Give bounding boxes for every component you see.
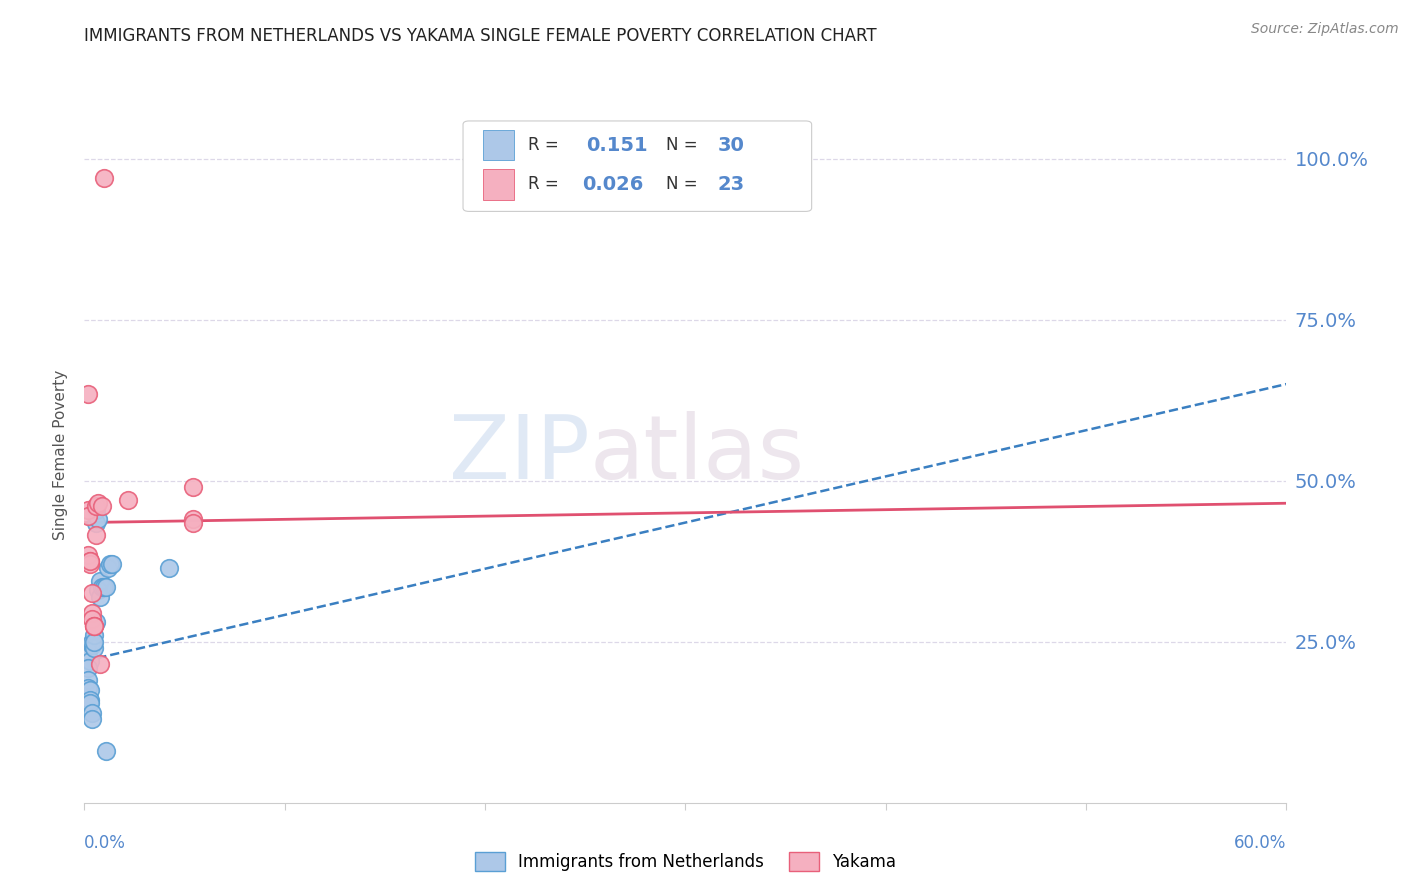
Point <box>82 706 104 720</box>
Point <box>157 560 180 574</box>
Text: R =: R = <box>527 175 564 194</box>
Point <box>86 516 108 530</box>
Point <box>79 692 101 706</box>
Point <box>93 580 115 594</box>
Point <box>181 516 204 530</box>
Point <box>79 554 101 568</box>
Point <box>83 634 105 648</box>
Point <box>77 660 100 674</box>
Text: N =: N = <box>666 175 703 194</box>
Point <box>83 641 105 656</box>
Point <box>101 558 124 572</box>
Text: 60.0%: 60.0% <box>1234 834 1286 852</box>
Point <box>79 558 101 572</box>
Point <box>79 696 101 710</box>
Text: IMMIGRANTS FROM NETHERLANDS VS YAKAMA SINGLE FEMALE POVERTY CORRELATION CHART: IMMIGRANTS FROM NETHERLANDS VS YAKAMA SI… <box>84 27 877 45</box>
Point <box>77 644 100 658</box>
Text: R =: R = <box>527 136 564 154</box>
Point <box>97 560 120 574</box>
Point <box>83 618 105 632</box>
Point <box>86 528 108 542</box>
Point <box>83 618 105 632</box>
Legend: Immigrants from Netherlands, Yakama: Immigrants from Netherlands, Yakama <box>468 846 903 878</box>
Point <box>77 548 100 562</box>
Point <box>77 386 100 401</box>
Text: 0.026: 0.026 <box>582 175 644 194</box>
Point <box>82 612 104 626</box>
Point <box>86 502 108 516</box>
Point <box>96 744 118 758</box>
Point <box>77 502 100 516</box>
Point <box>82 586 104 600</box>
Text: 0.0%: 0.0% <box>84 834 127 852</box>
Point <box>79 654 101 668</box>
Point <box>83 618 105 632</box>
Text: 0.151: 0.151 <box>586 136 647 154</box>
Point <box>89 590 111 604</box>
Point <box>82 638 104 652</box>
Text: Source: ZipAtlas.com: Source: ZipAtlas.com <box>1251 22 1399 37</box>
Text: atlas: atlas <box>589 411 804 499</box>
Point <box>117 493 139 508</box>
Point <box>91 580 114 594</box>
Point <box>87 583 110 598</box>
Point <box>82 606 104 620</box>
FancyBboxPatch shape <box>484 129 513 161</box>
Y-axis label: Single Female Poverty: Single Female Poverty <box>53 370 69 540</box>
Text: 23: 23 <box>718 175 745 194</box>
Point <box>181 480 204 494</box>
Point <box>87 512 110 526</box>
FancyBboxPatch shape <box>484 169 513 200</box>
Point <box>82 634 104 648</box>
Point <box>77 509 100 524</box>
Text: ZIP: ZIP <box>449 411 589 499</box>
Point <box>86 615 108 630</box>
Point <box>77 681 100 695</box>
Point <box>181 512 204 526</box>
Point <box>96 580 118 594</box>
Point <box>83 628 105 642</box>
Text: N =: N = <box>666 136 703 154</box>
Point <box>89 657 111 672</box>
Point <box>86 500 108 514</box>
Point <box>93 170 115 185</box>
FancyBboxPatch shape <box>463 121 811 211</box>
Point <box>79 554 101 568</box>
Point <box>100 558 122 572</box>
Point <box>82 712 104 726</box>
Point <box>77 673 100 688</box>
Point <box>89 574 111 588</box>
Point <box>87 496 110 510</box>
Text: 30: 30 <box>718 136 745 154</box>
Point <box>91 500 114 514</box>
Point <box>79 683 101 698</box>
